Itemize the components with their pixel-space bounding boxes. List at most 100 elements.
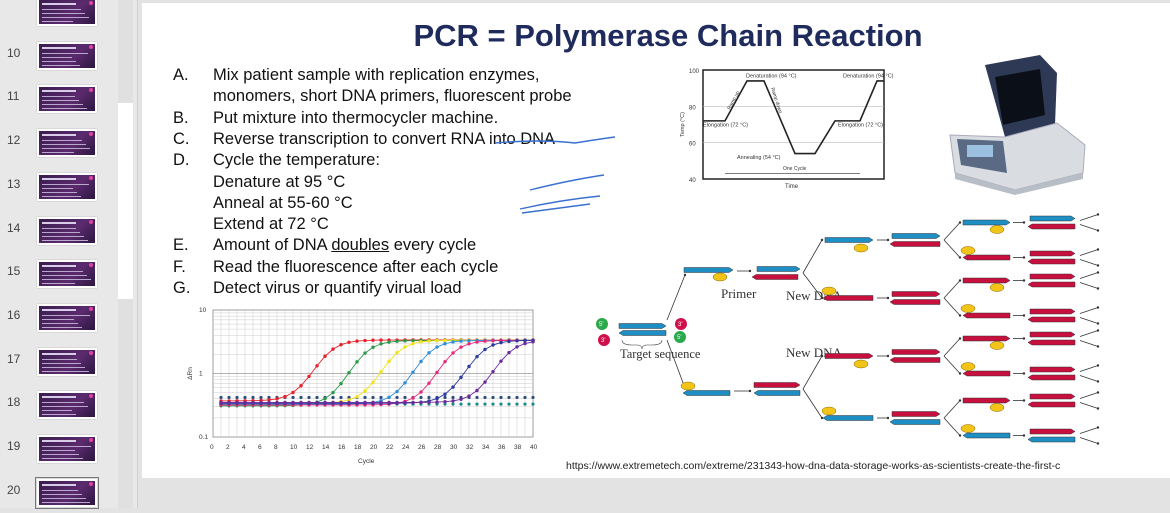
slide-thumbnail-image[interactable]: [37, 347, 97, 376]
curve-point: [483, 380, 487, 384]
x-axis-label: Time: [785, 184, 799, 190]
x-tick: 22: [386, 444, 394, 451]
arrowhead: [958, 434, 962, 437]
slide-canvas[interactable]: PCR = Polymerase Chain Reaction A. Mix pa…: [142, 3, 1170, 478]
y-axis-label: ΔRn: [187, 367, 194, 380]
curve-point: [419, 400, 423, 405]
flat-series-point: [307, 395, 311, 400]
source-url[interactable]: https://www.extremetech.com/extreme/2313…: [566, 460, 1061, 472]
thumbnail-scrollbar[interactable]: [118, 0, 133, 508]
curve-point: [339, 381, 343, 386]
end-marker: [598, 334, 610, 346]
arrow: [1079, 259, 1099, 266]
slide-thumbnail[interactable]: [0, 0, 115, 32]
curve-point: [291, 400, 295, 405]
arrowhead: [1096, 364, 1100, 367]
dna-strand: [962, 312, 1011, 319]
slide-thumbnail[interactable]: 17: [0, 342, 115, 382]
arrowhead: [1096, 213, 1100, 216]
slide-title: PCR = Polymerase Chain Reaction: [413, 18, 923, 53]
curve-point: [235, 400, 239, 405]
curve-point: [395, 400, 399, 405]
arrowhead: [1096, 391, 1100, 394]
slide-number: 10: [7, 45, 21, 60]
slide-thumbnail[interactable]: 12: [0, 123, 115, 163]
dna-strand: [1029, 428, 1076, 435]
primer-label: Primer: [721, 286, 757, 301]
slide-thumbnail-image[interactable]: [37, 85, 97, 114]
dna-strand: [618, 330, 667, 336]
curve-point: [427, 381, 431, 385]
slide-thumbnail[interactable]: 13: [0, 167, 115, 207]
arrowhead: [1096, 306, 1100, 309]
arrow: [1079, 427, 1099, 434]
primer-shape: [821, 406, 837, 416]
slide-thumbnail-image[interactable]: [37, 303, 97, 332]
curve-point: [459, 397, 463, 401]
dna-strand: [1029, 250, 1076, 257]
slide-thumbnail[interactable]: 10: [0, 36, 115, 76]
slide-thumbnail-image[interactable]: [37, 216, 97, 245]
curve-point: [291, 390, 295, 395]
slide-thumbnail-image[interactable]: [37, 260, 97, 289]
scrollbar-thumb[interactable]: [118, 103, 133, 299]
flat-series-point: [507, 402, 511, 406]
amplification-curve: [221, 341, 534, 403]
slide-thumbnail[interactable]: 20: [0, 473, 115, 513]
flat-series-point: [371, 395, 375, 400]
curve-point: [491, 339, 495, 343]
curve-point: [427, 339, 431, 343]
flat-series-point: [403, 395, 407, 400]
arrow: [943, 239, 961, 258]
curve-point: [395, 351, 399, 355]
curve-point: [299, 400, 303, 405]
curve-point: [331, 347, 335, 351]
dna-strand: [683, 267, 734, 273]
curve-point: [363, 400, 367, 405]
curve-point: [507, 350, 511, 355]
slide-thumbnail-image[interactable]: [37, 435, 97, 463]
x-tick: 36: [498, 444, 506, 451]
x-tick: 38: [514, 444, 522, 451]
flat-series-point: [531, 395, 535, 400]
slide-thumbnail-image[interactable]: [37, 129, 97, 158]
y-tick: 1: [199, 371, 203, 378]
slide-thumbnail-image[interactable]: [37, 41, 97, 70]
curve-point: [347, 371, 351, 375]
arrow: [1079, 282, 1099, 289]
arrowhead: [1022, 221, 1026, 224]
slide-thumbnail[interactable]: 18: [0, 385, 115, 425]
arrowhead: [1022, 256, 1026, 259]
curve-point: [275, 400, 279, 405]
x-axis-label: Cycle: [358, 458, 375, 465]
arrow: [1079, 375, 1099, 382]
slide-thumbnail-image[interactable]: [37, 0, 97, 26]
slide-thumbnail-image[interactable]: [37, 391, 97, 420]
slide-thumbnail[interactable]: 16: [0, 298, 115, 338]
curve-point: [523, 341, 527, 346]
slide-thumbnail[interactable]: 19: [0, 429, 115, 469]
curve-point: [419, 390, 423, 394]
end-marker: [596, 318, 608, 330]
flat-series-point: [363, 395, 367, 400]
slide-thumbnail[interactable]: 14: [0, 211, 115, 251]
slide-thumbnail[interactable]: 15: [0, 254, 115, 294]
curve-point: [491, 343, 495, 347]
dna-strand: [891, 233, 941, 239]
slide-thumbnail-image[interactable]: [37, 172, 97, 201]
x-tick: 18: [354, 444, 362, 451]
curve-point: [419, 340, 423, 344]
target-brace: [621, 339, 663, 350]
curve-point: [371, 400, 375, 405]
curve-point: [475, 388, 479, 393]
curve-point: [283, 400, 287, 405]
slide-thumbnail[interactable]: 11: [0, 79, 115, 119]
dna-strand: [891, 411, 941, 417]
curve-point: [267, 398, 271, 402]
slide-thumbnail-image[interactable]: [35, 476, 99, 509]
curve-point: [459, 345, 463, 349]
bullet-key: C.: [173, 129, 190, 148]
flat-series-point: [443, 402, 447, 406]
amplification-curve: [221, 339, 534, 404]
